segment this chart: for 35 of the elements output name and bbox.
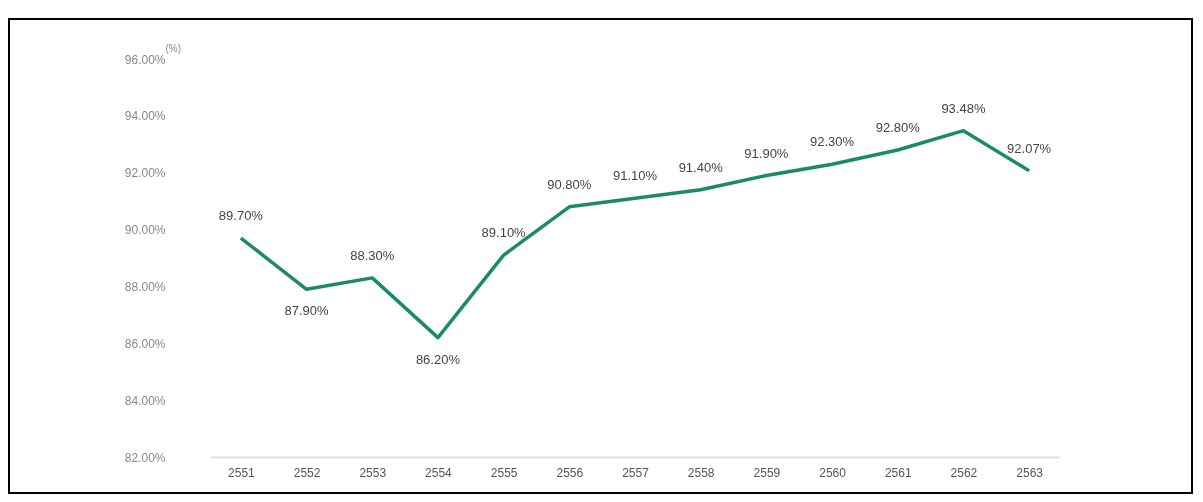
x-tick-label: 2552 [293, 465, 321, 480]
data-label: 92.07% [1007, 140, 1052, 156]
data-label: 91.40% [678, 159, 724, 175]
x-tick-label: 2563 [1016, 465, 1044, 480]
y-tick-label: 86.00% [124, 336, 166, 351]
x-tick-label: 2553 [359, 465, 387, 480]
y-tick-label: 82.00% [124, 450, 166, 465]
y-tick-label: 96.00% [124, 52, 166, 67]
data-label: 92.80% [875, 119, 921, 135]
x-tick-label: 2562 [950, 465, 978, 480]
x-tick-label: 2559 [753, 465, 781, 480]
y-tick-label: 94.00% [124, 109, 166, 124]
data-label: 93.48% [941, 100, 986, 116]
x-tick-label: 2556 [556, 465, 584, 480]
data-label: 87.90% [284, 303, 330, 319]
y-tick-label: 92.00% [124, 166, 166, 181]
x-tick-label: 2557 [622, 465, 650, 480]
x-tick-label: 2561 [884, 465, 912, 480]
data-label: 88.30% [350, 247, 395, 263]
y-tick-label: 88.00% [124, 279, 166, 294]
y-tick-label: 90.00% [124, 223, 166, 238]
x-tick-label: 2554 [425, 465, 453, 480]
y-axis-title: (%) [165, 42, 182, 54]
x-tick-label: 2551 [228, 465, 256, 480]
data-label: 89.70% [218, 208, 264, 224]
data-label: 90.80% [547, 176, 592, 192]
x-tick-label: 2560 [819, 465, 847, 480]
data-label: 86.20% [415, 351, 461, 367]
data-label: 91.10% [612, 168, 658, 184]
x-tick-label: 2555 [490, 465, 518, 480]
data-label: 89.10% [481, 225, 527, 241]
data-label: 92.30% [810, 134, 855, 150]
y-tick-label: 84.00% [124, 393, 166, 408]
data-label: 91.90% [744, 145, 789, 161]
x-tick-label: 2558 [687, 465, 715, 480]
